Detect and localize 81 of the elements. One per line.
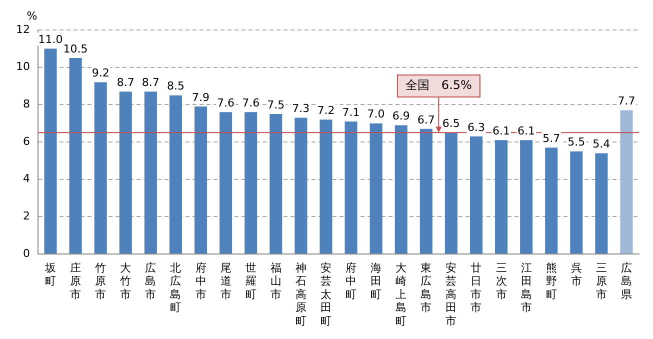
data-label: 8.5 [166, 80, 184, 93]
x-tick-label: 江田島市 [520, 261, 532, 314]
x-tick-label: 安芸太田町 [320, 261, 332, 328]
data-label: 7.6 [242, 96, 260, 110]
x-tick-label: 安芸高田市 [446, 261, 457, 328]
bar [69, 58, 82, 254]
bar [470, 136, 482, 254]
bar [270, 114, 282, 254]
bar [169, 95, 182, 254]
bar [344, 121, 358, 254]
x-tick-label: 北広島町 [170, 261, 182, 314]
bar [545, 148, 558, 254]
x-tick-label: 大崎上島町 [396, 261, 407, 328]
bar [620, 110, 633, 254]
x-tick-label: 世羅町 [245, 261, 256, 301]
data-label: 8.7 [142, 76, 160, 89]
data-label: 6.9 [392, 110, 410, 123]
y-tick-label: 2 [22, 210, 30, 223]
data-label: 5.4 [592, 138, 610, 151]
x-tick-label: 竹原市 [95, 261, 106, 301]
bar [320, 120, 332, 254]
data-label: 9.2 [92, 66, 110, 80]
bar [94, 82, 107, 254]
y-axis-title: % [26, 9, 38, 22]
bar [394, 125, 408, 254]
data-label: 6.1 [492, 124, 510, 138]
x-tick-label: 尾道市 [220, 261, 232, 301]
y-tick-label: 6 [22, 134, 30, 148]
bar [370, 123, 382, 254]
x-tick-label: 廿日市市 [470, 261, 482, 314]
bar [520, 140, 533, 254]
x-tick-label: 三次市 [496, 261, 507, 301]
bar [119, 92, 132, 254]
bar [220, 112, 232, 254]
bar [294, 118, 308, 254]
bar [44, 48, 57, 254]
bar [495, 140, 508, 254]
y-tick-label: 0 [22, 246, 30, 260]
ref-line-label: 全国 6.5% [405, 78, 472, 92]
x-tick-label: 福山市 [270, 261, 282, 301]
data-label: 6.7 [417, 113, 435, 126]
data-label: 7.1 [342, 106, 360, 119]
x-tick-label: 広島県 [620, 261, 632, 301]
data-label: 5.5 [568, 136, 586, 149]
y-tick-label: 8 [22, 98, 30, 111]
y-tick-label: 4 [22, 172, 30, 186]
data-label: 6.5 [442, 117, 460, 130]
x-tick-label: 呉市 [570, 261, 582, 288]
y-tick-label: 12 [16, 22, 30, 36]
x-tick-label: 海田町 [370, 261, 382, 301]
data-label: 7.2 [317, 104, 335, 117]
y-tick-label: 10 [16, 60, 30, 74]
bar [244, 112, 258, 254]
x-tick-label: 三原市 [596, 261, 607, 301]
bar [444, 132, 458, 254]
data-label: 11.0 [38, 33, 63, 46]
data-label: 7.9 [192, 90, 210, 104]
data-label: 10.5 [63, 42, 88, 56]
data-label: 7.3 [292, 102, 310, 116]
x-tick-label: 広島市 [145, 261, 156, 301]
data-label: 6.1 [518, 124, 536, 138]
bar [420, 128, 432, 254]
data-label: 5.7 [542, 132, 560, 145]
x-tick-label: 東広島市 [420, 261, 432, 314]
x-tick-label: 府中町 [346, 261, 357, 301]
x-tick-label: 神石高原町 [295, 261, 306, 328]
x-tick-label: 庄原市 [70, 261, 82, 301]
bar [595, 153, 608, 254]
x-tick-label: 熊野町 [546, 261, 557, 301]
data-label: 8.7 [116, 76, 134, 89]
data-label: 7.6 [217, 96, 235, 110]
x-tick-label: 大竹市 [120, 261, 132, 301]
bar [144, 92, 157, 254]
data-label: 7.0 [367, 108, 385, 121]
x-tick-label: 坂町 [44, 261, 56, 288]
data-label: 7.7 [618, 94, 636, 108]
data-label: 7.5 [267, 98, 285, 112]
x-tick-label: 府中市 [195, 261, 206, 301]
bar [570, 151, 583, 254]
bar [194, 106, 208, 254]
data-label: 6.3 [467, 120, 485, 134]
